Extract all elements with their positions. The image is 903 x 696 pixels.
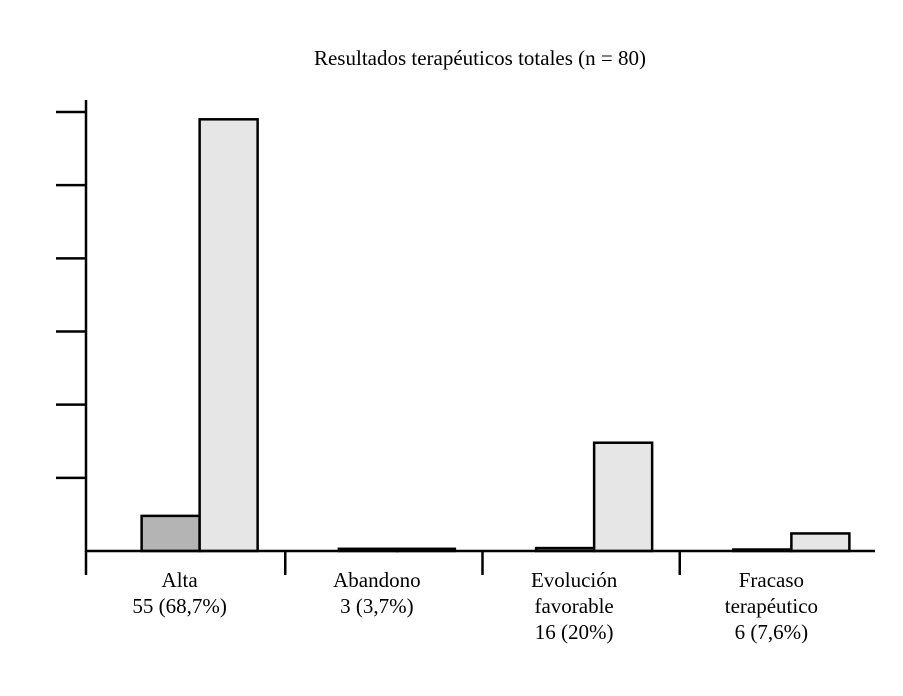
bar-4-series-2: [791, 533, 849, 551]
category-label-line: Evolución: [531, 568, 618, 592]
category-label-line: Fracaso: [739, 568, 804, 592]
y-axis-ticks: [56, 112, 86, 478]
category-label-line: 16 (20%): [535, 620, 614, 644]
category-label-line: 3 (3,7%): [340, 594, 413, 618]
category-label-line: Alta: [162, 568, 199, 592]
chart-title: Resultados terapéuticos totales (n = 80): [314, 46, 646, 70]
category-label: Abandono 3 (3,7%): [333, 568, 421, 618]
category-label: Alta 55 (68,7%): [132, 568, 226, 618]
bar-1-series-1: [142, 516, 200, 551]
bar-1-series-2: [200, 119, 258, 551]
category-label-line: 55 (68,7%): [132, 594, 226, 618]
category-label: Evolución favorable 16 (20%): [531, 568, 618, 644]
category-label-line: 6 (7,6%): [735, 620, 808, 644]
category-label: Fracaso terapéutico 6 (7,6%): [725, 568, 818, 644]
bar-3-series-2: [594, 443, 652, 551]
category-label-line: Abandono: [333, 568, 421, 592]
bars: [142, 119, 850, 551]
category-label-line: favorable: [534, 594, 613, 618]
category-label-line: terapéutico: [725, 594, 818, 618]
category-labels: Alta 55 (68,7%) Abandono 3 (3,7%) Evolución f…: [132, 568, 818, 644]
